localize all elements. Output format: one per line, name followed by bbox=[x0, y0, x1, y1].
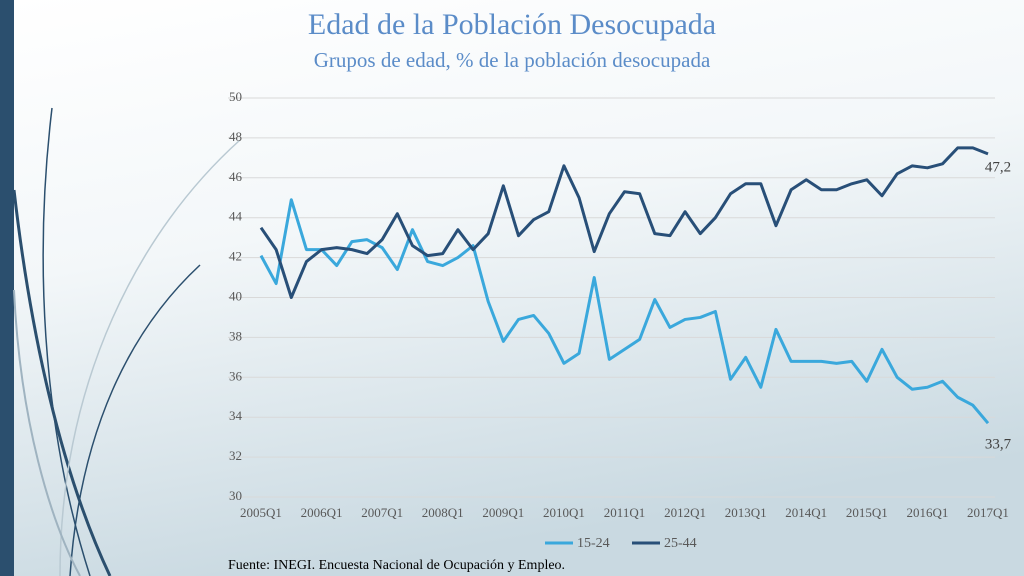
chart-subtitle: Grupos de edad, % de la población desocu… bbox=[314, 48, 711, 72]
x-tick-label: 2008Q1 bbox=[422, 505, 464, 520]
legend-label: 15-24 bbox=[577, 536, 610, 551]
chart-title: Edad de la Población Desocupada bbox=[308, 8, 716, 41]
x-tick-label: 2013Q1 bbox=[725, 505, 767, 520]
x-tick-label: 2009Q1 bbox=[482, 505, 524, 520]
x-tick-label: 2015Q1 bbox=[846, 505, 888, 520]
x-tick-label: 2014Q1 bbox=[785, 505, 827, 520]
data-label: 33,7 bbox=[985, 437, 1012, 453]
y-tick-label: 40 bbox=[229, 288, 242, 303]
legend-label: 25-44 bbox=[664, 536, 697, 551]
x-tick-label: 2010Q1 bbox=[543, 505, 585, 520]
y-tick-label: 50 bbox=[229, 89, 242, 104]
series-line bbox=[259, 146, 989, 299]
source-note: Fuente: INEGI. Encuesta Nacional de Ocup… bbox=[228, 558, 565, 573]
y-tick-label: 46 bbox=[229, 169, 243, 184]
y-tick-label: 48 bbox=[229, 129, 242, 144]
x-tick-label: 2017Q1 bbox=[967, 505, 1009, 520]
y-tick-label: 44 bbox=[229, 209, 243, 224]
x-tick-label: 2007Q1 bbox=[361, 505, 403, 520]
decoration bbox=[12, 107, 241, 576]
x-tick-label: 2005Q1 bbox=[240, 505, 282, 520]
y-tick-label: 38 bbox=[229, 328, 242, 343]
y-tick-label: 30 bbox=[229, 488, 242, 503]
y-tick-label: 42 bbox=[229, 249, 242, 264]
x-tick-label: 2011Q1 bbox=[604, 505, 645, 520]
series-line bbox=[259, 198, 990, 425]
data-label: 47,2 bbox=[985, 159, 1011, 175]
x-tick-label: 2006Q1 bbox=[301, 505, 343, 520]
y-tick-label: 34 bbox=[229, 408, 243, 423]
x-tick-label: 2012Q1 bbox=[664, 505, 706, 520]
x-tick-label: 2016Q1 bbox=[906, 505, 948, 520]
y-tick-label: 36 bbox=[229, 368, 243, 383]
y-tick-label: 32 bbox=[229, 448, 242, 463]
side-bar bbox=[0, 0, 14, 576]
